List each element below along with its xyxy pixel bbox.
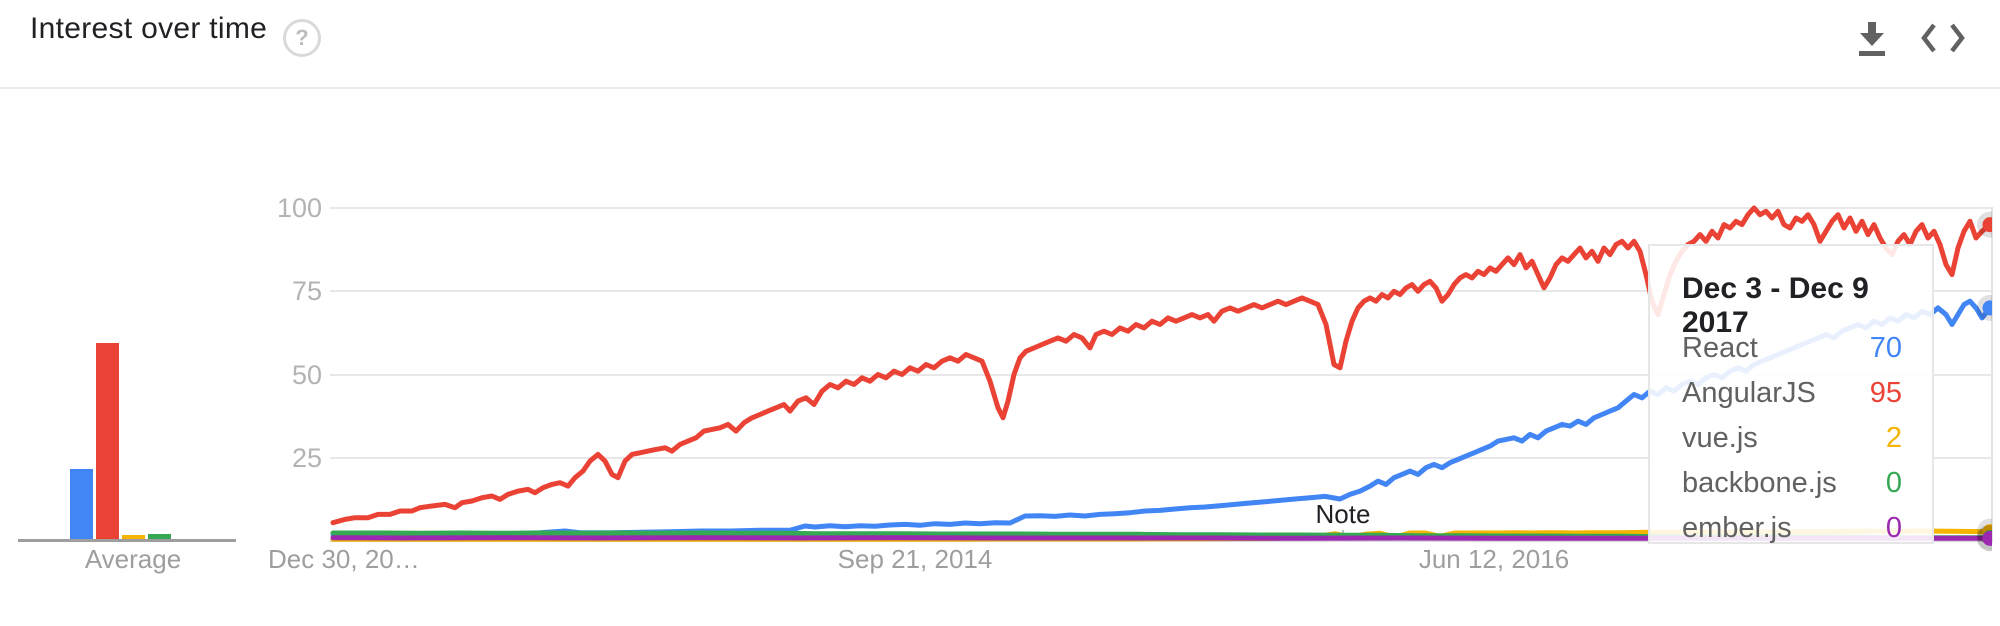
average-chart	[18, 330, 236, 540]
tooltip-row-backbonejs: backbone.js 0	[1682, 467, 1902, 505]
tooltip-date-range: Dec 3 - Dec 9 2017	[1682, 272, 1869, 339]
trend-line-angularjs	[330, 205, 1992, 526]
tooltip-series-name: AngularJS	[1682, 377, 1816, 409]
chart-tooltip: Dec 3 - Dec 9 2017 React 70 AngularJS 95…	[1648, 244, 1934, 544]
ytick-50: 50	[291, 360, 322, 390]
tooltip-series-value: 2	[1885, 422, 1902, 454]
gridline-75	[330, 290, 1992, 292]
tooltip-series-name: backbone.js	[1682, 467, 1837, 499]
average-bar-vue-js	[122, 535, 145, 539]
gridline-100	[330, 207, 1992, 209]
tooltip-series-value: 95	[1869, 377, 1902, 409]
xtick-right: Jun 12, 2016	[1418, 544, 1570, 574]
tooltip-series-value: 0	[1885, 467, 1902, 499]
hover-marker-react	[1982, 300, 1992, 316]
ytick-25: 25	[291, 443, 322, 473]
tooltip-row-angularjs: AngularJS 95	[1682, 377, 1902, 415]
tooltip-series-name: React	[1682, 332, 1758, 364]
plot-right-border	[1991, 207, 1993, 543]
average-label: Average	[84, 544, 182, 574]
ytick-75: 75	[291, 276, 322, 306]
average-bar-angularjs	[96, 343, 119, 539]
help-icon[interactable]: ?	[283, 19, 321, 57]
tooltip-row-vuejs: vue.js 2	[1682, 422, 1902, 460]
average-axis-line	[18, 539, 236, 542]
average-bars	[18, 330, 236, 539]
tooltip-series-name: vue.js	[1682, 422, 1758, 454]
xtick-start: Dec 30, 20…	[268, 544, 420, 574]
tooltip-row-react: React 70	[1682, 332, 1902, 370]
ytick-100: 100	[276, 193, 322, 223]
average-bar-backbone-js	[148, 534, 171, 539]
gridline-50	[330, 374, 1992, 376]
average-bar-react	[70, 469, 93, 539]
tooltip-row-emberjs: ember.js 0	[1682, 512, 1902, 550]
gridline-25	[330, 457, 1992, 459]
page-title: Interest over time	[30, 12, 268, 45]
download-icon[interactable]	[1853, 18, 1891, 60]
hover-marker-angularjs	[1982, 217, 1992, 233]
xtick-middle: Sep 21, 2014	[837, 544, 993, 574]
header-divider	[0, 87, 2000, 89]
tooltip-series-name: ember.js	[1682, 512, 1792, 544]
embed-icon[interactable]	[1920, 22, 1966, 54]
tooltip-series-value: 0	[1885, 512, 1902, 544]
note-annotation[interactable]: Note	[1315, 499, 1371, 529]
hover-marker-ember-js	[1982, 530, 1992, 546]
tooltip-series-value: 70	[1869, 332, 1902, 364]
